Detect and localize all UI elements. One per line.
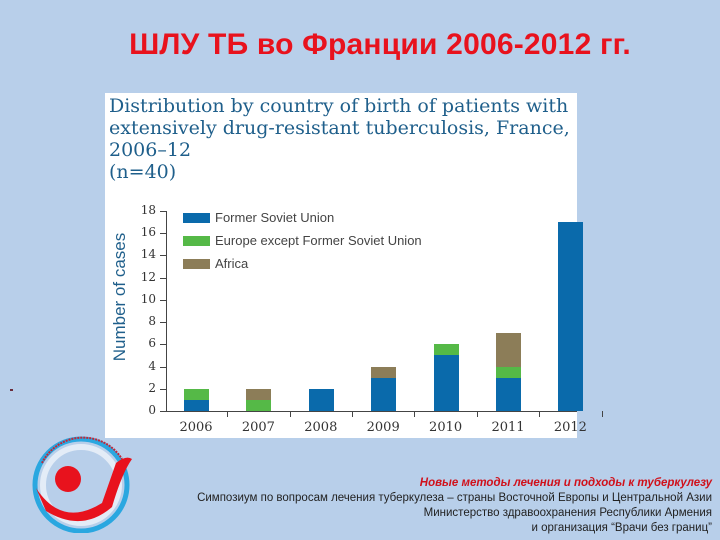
y-tick — [160, 322, 166, 324]
legend-item: Former Soviet Union — [183, 206, 422, 229]
x-tick — [227, 411, 229, 417]
x-tick-label: 2009 — [366, 420, 400, 435]
bar-2006 — [184, 388, 209, 411]
y-tick-label: 14 — [140, 247, 156, 262]
bar-2007 — [246, 388, 272, 411]
chart-panel: Distribution by country of birth of pati… — [105, 93, 603, 438]
x-axis — [166, 411, 577, 412]
y-tick-label: 16 — [140, 225, 156, 240]
x-tick-label: 2008 — [304, 420, 338, 435]
y-tick — [160, 277, 166, 279]
symposium-logo-icon — [32, 436, 132, 533]
y-tick — [160, 411, 166, 412]
x-tick-label: 2006 — [179, 420, 213, 435]
x-tick — [414, 411, 416, 417]
y-tick — [160, 233, 166, 235]
y-tick — [160, 211, 166, 212]
y-axis — [166, 211, 167, 412]
bar-segment — [433, 344, 459, 356]
y-tick-label: 12 — [140, 269, 156, 284]
y-tick — [160, 255, 166, 257]
bar-segment — [246, 388, 272, 400]
legend-label: Former Soviet Union — [215, 210, 335, 225]
y-tick-label: 18 — [140, 203, 156, 217]
y-tick — [160, 388, 166, 390]
bar-segment — [371, 366, 397, 378]
footer-line-1: Симпозиум по вопросам лечения туберкулез… — [197, 492, 712, 504]
x-tick-label: 2011 — [491, 420, 525, 435]
x-tick — [476, 411, 478, 417]
x-tick — [352, 411, 353, 417]
legend-swatch-icon — [183, 212, 210, 223]
chart-title-line-3: (n=40) — [109, 161, 177, 183]
bar-2008 — [308, 388, 334, 411]
x-tick — [601, 411, 603, 417]
bar-segment — [496, 377, 521, 411]
bar-2010 — [433, 344, 459, 411]
x-tick-label: 2007 — [241, 420, 275, 435]
chart-title-line-2: extensively drug-resistant tuberculosis,… — [109, 117, 570, 161]
y-tick-label: 0 — [148, 403, 156, 417]
chart-title: Distribution by country of birth of pati… — [109, 95, 579, 183]
bar-segment — [246, 399, 272, 411]
chart-title-line-1: Distribution by country of birth of pati… — [109, 95, 569, 117]
y-tick-label: 8 — [148, 314, 156, 329]
legend: Former Soviet Union Europe except Former … — [183, 206, 422, 275]
footer-subtitle: Новые методы лечения и подходы к туберку… — [419, 477, 712, 489]
y-tick-label: 10 — [140, 291, 156, 306]
bar-segment — [184, 399, 209, 411]
footer-line-2: Министерство здравоохранения Республики … — [423, 507, 712, 519]
legend-item: Europe except Former Soviet Union — [183, 229, 422, 252]
legend-swatch-icon — [183, 235, 210, 246]
legend-label: Europe except Former Soviet Union — [215, 233, 422, 248]
bar-segment — [433, 355, 459, 411]
stray-mark — [10, 389, 13, 391]
y-tick — [160, 366, 166, 368]
bar-2009 — [371, 366, 397, 411]
bar-segment — [496, 333, 521, 367]
y-tick-label: 4 — [148, 358, 156, 373]
bar-2011 — [496, 333, 521, 411]
legend-label: Africa — [215, 256, 249, 271]
x-tick-label: 2012 — [553, 420, 587, 435]
y-tick — [160, 299, 166, 301]
x-tick — [289, 411, 291, 417]
legend-swatch-icon — [183, 258, 210, 269]
y-tick-label: 6 — [148, 336, 156, 351]
y-tick — [160, 344, 166, 346]
x-tick-label: 2010 — [429, 420, 463, 435]
footer: Новые методы лечения и подходы к туберку… — [197, 476, 712, 536]
bar-segment — [496, 366, 521, 378]
bar-segment — [308, 388, 334, 411]
plot-area: Number of cases Former Soviet Union Europ… — [105, 93, 603, 438]
footer-line-3: и организация “Врачи без границ” — [531, 522, 712, 534]
bar-segment — [371, 377, 397, 411]
bar-segment — [558, 222, 584, 411]
legend-item: Africa — [183, 252, 422, 275]
y-tick-label: 2 — [148, 380, 156, 395]
slide-title: ШЛУ ТБ во Франции 2006-2012 гг. — [129, 28, 631, 61]
bar-segment — [184, 388, 209, 400]
x-tick — [539, 411, 541, 417]
bar-2012 — [558, 222, 584, 411]
